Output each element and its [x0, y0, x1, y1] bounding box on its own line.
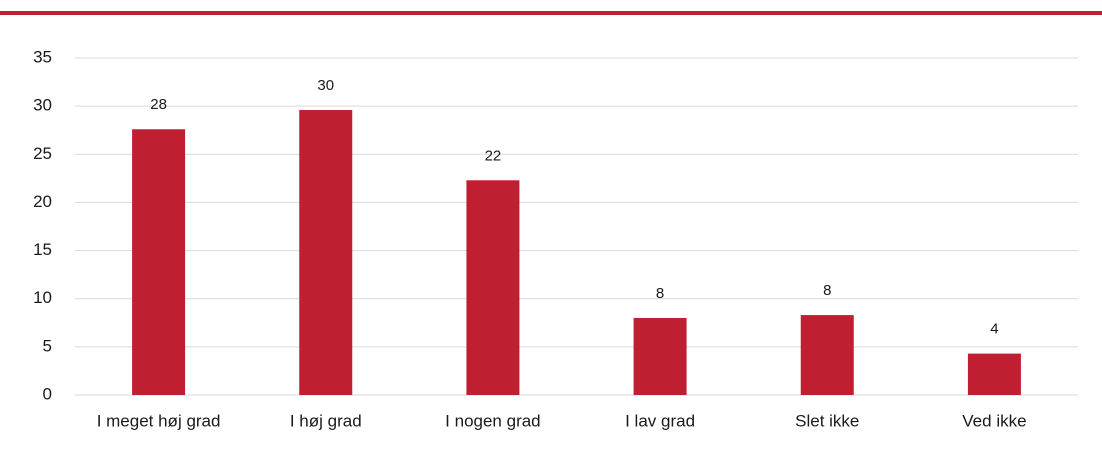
x-tick-label: I lav grad: [625, 411, 695, 430]
bar: [800, 315, 854, 395]
y-tick-label: 15: [33, 240, 52, 259]
y-tick-label: 0: [43, 384, 52, 403]
value-label: 4: [990, 321, 998, 338]
bar: [132, 129, 186, 395]
y-tick-label: 20: [33, 192, 52, 211]
x-tick-label: Ved ikke: [962, 411, 1026, 430]
value-label: 22: [485, 147, 502, 164]
y-tick-label: 10: [33, 288, 52, 307]
bar: [299, 109, 353, 395]
x-tick-label: I høj grad: [290, 411, 362, 430]
x-tick-label: I meget høj grad: [97, 411, 221, 430]
value-label: 28: [150, 96, 167, 113]
y-tick-label: 25: [33, 144, 52, 163]
y-tick-label: 30: [33, 96, 52, 115]
bar: [633, 317, 687, 395]
top-rule: [0, 11, 1102, 15]
bar: [967, 353, 1021, 395]
y-tick-label: 35: [33, 47, 52, 66]
bar: [466, 180, 520, 395]
value-label: 30: [317, 77, 334, 94]
x-tick-label: I nogen grad: [445, 411, 540, 430]
value-label: 8: [656, 285, 664, 302]
x-tick-label: Slet ikke: [795, 411, 859, 430]
value-label: 8: [823, 282, 831, 299]
y-tick-label: 5: [43, 336, 52, 355]
